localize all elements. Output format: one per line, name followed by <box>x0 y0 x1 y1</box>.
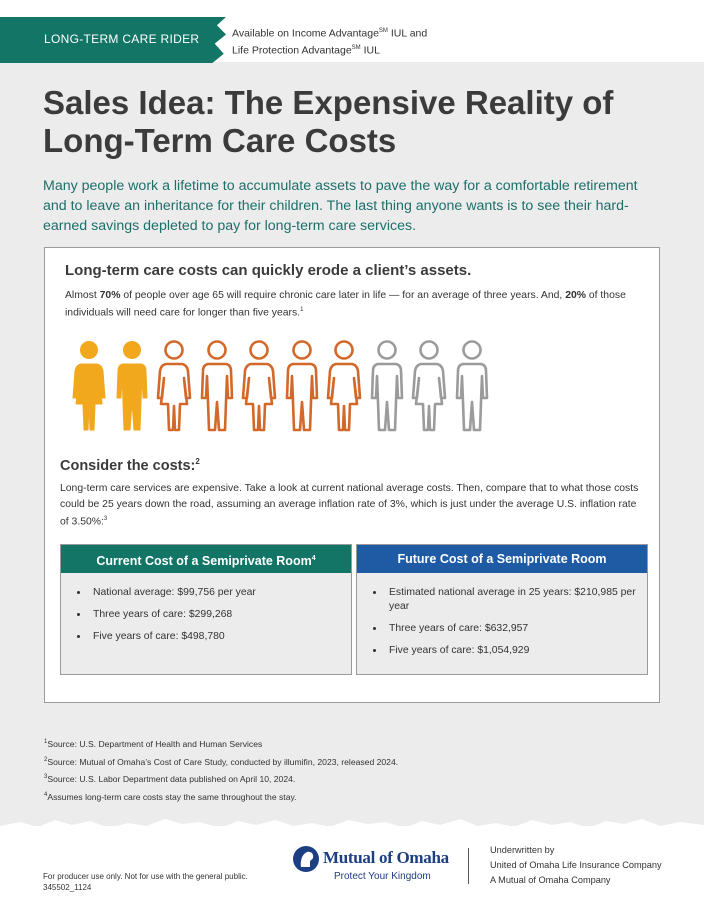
footnote: 4Assumes long-term care costs stay the s… <box>44 791 297 802</box>
indian-head-logo-icon <box>293 846 319 872</box>
company-tagline: Protect Your Kingdom <box>334 871 431 882</box>
underwriter-info: Underwritten by United of Omaha Life Ins… <box>490 845 662 885</box>
person-icon <box>455 340 488 432</box>
stat-70-percent: 70% <box>99 290 121 301</box>
form-number: 345502_1124 <box>43 883 92 892</box>
current-cost-item: Three years of care: $299,268 <box>89 607 351 622</box>
rider-tag-label: LONG-TERM CARE RIDER <box>44 32 200 46</box>
current-cost-item: Five years of care: $498,780 <box>89 629 351 644</box>
people-infographic <box>71 340 511 432</box>
title-line-2: Long-Term Care Costs <box>43 122 397 159</box>
person-icon <box>116 341 147 431</box>
future-cost-list: Estimated national average in 25 years: … <box>357 585 647 658</box>
current-cost-item: National average: $99,756 per year <box>89 585 351 600</box>
title-line-1: Sales Idea: The Expensive Reality of <box>43 84 614 121</box>
person-icon <box>72 341 106 431</box>
person-icon <box>411 340 447 432</box>
rider-tag: LONG-TERM CARE RIDER <box>0 17 226 63</box>
availability-line-1: Available on Income AdvantageSM IUL and <box>232 27 428 40</box>
future-cost-header: Future Cost of a Semiprivate Room <box>357 545 647 573</box>
statistics-paragraph: Almost 70% of people over age 65 will re… <box>65 290 626 319</box>
footnotes: 1Source: U.S. Department of Health and H… <box>44 735 398 806</box>
stat-20-percent: 20% <box>565 290 586 301</box>
footnote: 3Source: U.S. Labor Department data publ… <box>44 774 296 785</box>
person-icon <box>285 340 318 432</box>
consider-costs-heading: Consider the costs:2 <box>60 457 200 474</box>
current-cost-header: Current Cost of a Semiprivate Room4 <box>61 545 351 573</box>
person-icon <box>326 340 362 432</box>
future-cost-item: Estimated national average in 25 years: … <box>385 585 647 614</box>
footnote: 2Source: Mutual of Omaha’s Cost of Care … <box>44 756 399 767</box>
content-card: Long-term care costs can quickly erode a… <box>44 247 660 703</box>
footnote: 1Source: U.S. Department of Health and H… <box>44 738 263 749</box>
current-cost-list: National average: $99,756 per year Three … <box>61 585 351 644</box>
underwriter-name: United of Omaha Life Insurance Company <box>490 860 662 870</box>
card-heading: Long-term care costs can quickly erode a… <box>65 262 472 279</box>
costs-paragraph: Long-term care services are expensive. T… <box>60 483 639 528</box>
future-cost-item: Three years of care: $632,957 <box>385 621 647 636</box>
company-logo-name: Mutual of Omaha <box>323 848 449 867</box>
current-cost-box: Current Cost of a Semiprivate Room4 Nati… <box>60 544 352 675</box>
availability-line-2: Life Protection AdvantageSM IUL <box>232 44 380 56</box>
future-cost-box: Future Cost of a Semiprivate Room Estima… <box>356 544 648 675</box>
page-title: Sales Idea: The Expensive Reality of Lon… <box>43 84 663 160</box>
future-cost-item: Five years of care: $1,054,929 <box>385 643 647 658</box>
person-icon <box>156 340 192 432</box>
footer-area <box>0 826 704 909</box>
intro-paragraph: Many people work a lifetime to accumulat… <box>43 178 638 234</box>
footer-divider <box>468 848 469 884</box>
person-icon <box>241 340 277 432</box>
torn-paper-edge <box>0 819 704 836</box>
availability-note: Available on Income AdvantageSM IUL and … <box>232 24 427 57</box>
person-icon <box>370 340 403 432</box>
person-icon <box>200 340 233 432</box>
producer-notice: For producer use only. Not for use with … <box>43 872 248 892</box>
